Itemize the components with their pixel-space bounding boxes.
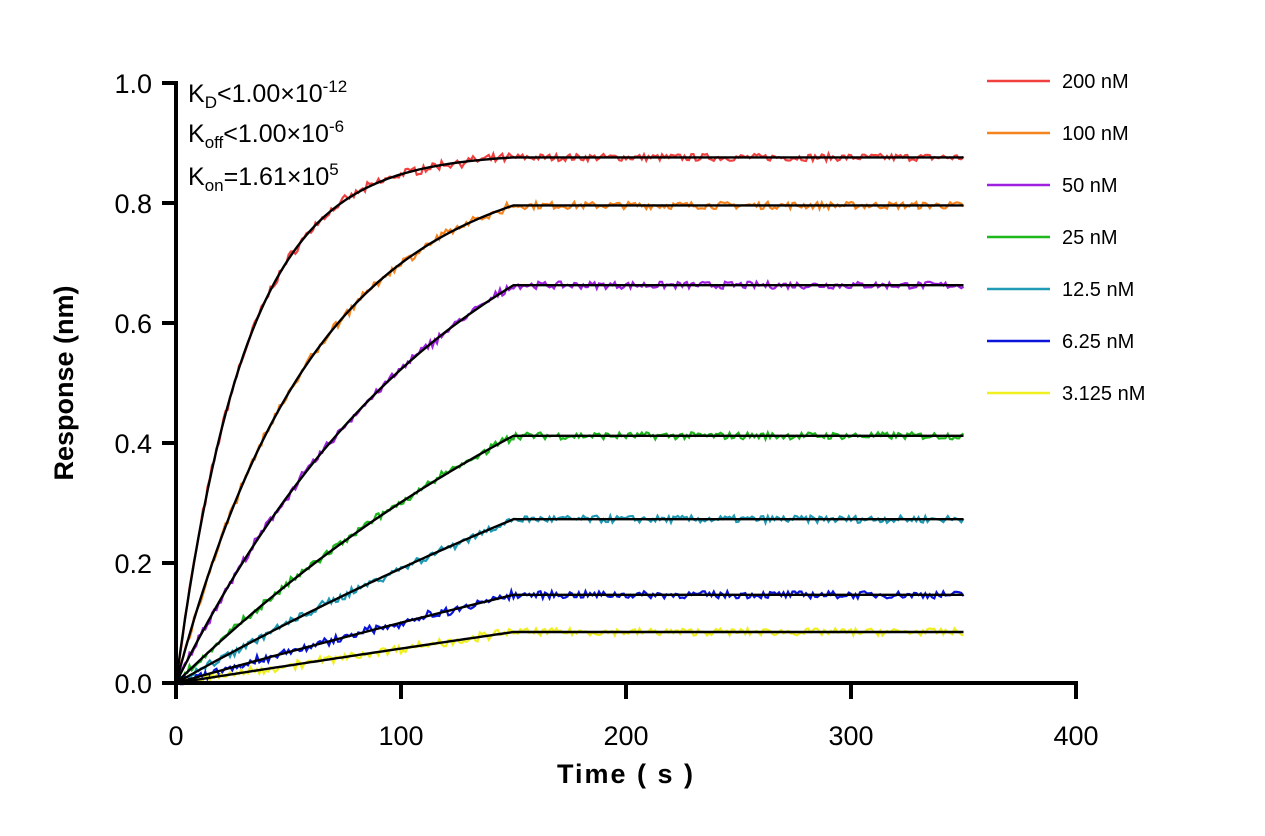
axes: 0.0 0.2 0.4 0.6 0.8 1.0 0 100 200 300 400 bbox=[114, 69, 1098, 751]
fit-curve-6.25-nM bbox=[175, 593, 964, 685]
legend-label: 12.5 nM bbox=[1062, 279, 1134, 301]
data-series-50-nM bbox=[175, 279, 965, 684]
fit-curve-100-nM bbox=[174, 204, 964, 684]
koff-annotation: Koff<1.00×10-6 bbox=[188, 117, 344, 152]
y-tick-label: 0.2 bbox=[114, 549, 152, 579]
fit-curve-12.5-nM bbox=[175, 518, 964, 685]
y-tick-label: 1.0 bbox=[114, 69, 152, 99]
data-series-100-nM bbox=[174, 198, 965, 684]
kon-annotation: Kon=1.61×105 bbox=[188, 160, 339, 195]
data-series-200-nM bbox=[174, 150, 965, 684]
x-tick-label: 300 bbox=[828, 721, 873, 751]
legend: 200 nM 100 nM 50 nM 25 nM 12.5 nM 6.25 nM 3.12… bbox=[987, 71, 1145, 405]
data-series-12.5-nM bbox=[175, 512, 965, 686]
y-tick-label: 0.4 bbox=[114, 429, 152, 459]
fit-curve-3.125-nM bbox=[175, 630, 964, 685]
legend-label: 100 nM bbox=[1062, 123, 1129, 145]
x-axis-label: Time ( s ) bbox=[557, 759, 695, 789]
y-tick-label: 0.6 bbox=[114, 309, 152, 339]
legend-label: 3.125 nM bbox=[1062, 383, 1145, 405]
curves bbox=[174, 150, 965, 686]
y-tick-label: 0.8 bbox=[114, 189, 152, 219]
x-tick-label: 0 bbox=[168, 721, 183, 751]
y-tick-label: 0.0 bbox=[114, 669, 152, 699]
fit-curve-25-nM bbox=[175, 434, 964, 684]
legend-label: 6.25 nM bbox=[1062, 331, 1134, 353]
fit-curve-200-nM bbox=[174, 156, 964, 684]
data-series-6.25-nM bbox=[175, 586, 965, 686]
data-series-3.125-nM bbox=[175, 625, 964, 685]
data-series-25-nM bbox=[175, 429, 965, 684]
kd-annotation: KD<1.00×10-12 bbox=[188, 77, 347, 112]
legend-label: 25 nM bbox=[1062, 227, 1118, 249]
x-tick-label: 200 bbox=[603, 721, 648, 751]
fit-curve-50-nM bbox=[174, 284, 964, 684]
x-tick-label: 400 bbox=[1053, 721, 1098, 751]
y-axis-label: Response (nm) bbox=[49, 285, 79, 480]
legend-label: 50 nM bbox=[1062, 175, 1118, 197]
x-tick-label: 100 bbox=[378, 721, 423, 751]
legend-label: 200 nM bbox=[1062, 71, 1129, 93]
